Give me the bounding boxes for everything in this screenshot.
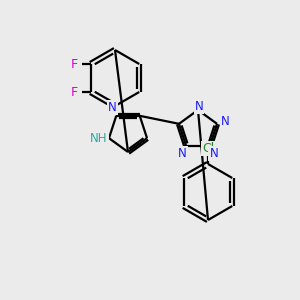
Text: NH: NH xyxy=(90,132,108,145)
Text: N: N xyxy=(220,115,230,128)
Text: F: F xyxy=(71,85,78,98)
Text: N: N xyxy=(178,147,187,160)
Text: F: F xyxy=(71,58,78,70)
Text: Cl: Cl xyxy=(202,142,214,154)
Text: N: N xyxy=(108,101,117,114)
Text: N: N xyxy=(195,100,203,113)
Text: N: N xyxy=(209,147,218,160)
